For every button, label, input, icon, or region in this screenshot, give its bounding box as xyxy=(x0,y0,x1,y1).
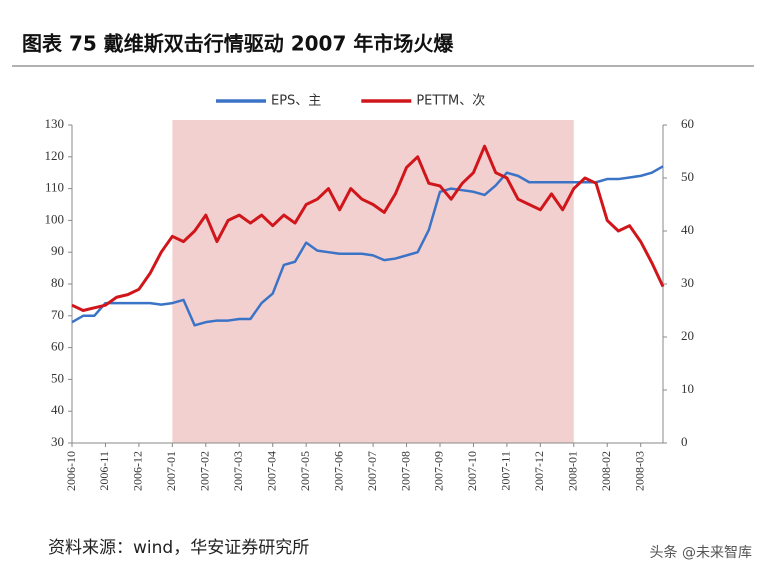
x-tick-label: 2007-09 xyxy=(432,451,446,491)
x-tick-label: 2006-10 xyxy=(64,451,78,491)
x-tick-label: 2007-10 xyxy=(465,451,479,491)
watermark: 头条 @未来智库 xyxy=(650,544,752,561)
y2-tick-label: 40 xyxy=(681,222,694,237)
x-tick-label: 2008-03 xyxy=(632,451,646,491)
source-note: 资料来源：wind，华安证券研究所 xyxy=(48,538,309,558)
y-tick-label: 120 xyxy=(45,148,65,163)
x-tick-label: 2006-11 xyxy=(97,451,111,491)
y-tick-label: 100 xyxy=(45,211,65,226)
x-tick-label: 2006-12 xyxy=(131,451,145,491)
series-line xyxy=(71,165,664,327)
y-tick-label: 90 xyxy=(51,243,64,258)
x-tick-label: 2007-06 xyxy=(331,451,345,491)
y2-tick-label: 20 xyxy=(681,328,694,343)
x-tick-label: 2007-02 xyxy=(198,451,212,491)
x-tick-label: 2007-05 xyxy=(298,451,312,491)
x-tick-label: 2008-01 xyxy=(566,451,580,491)
y-tick-label: 130 xyxy=(45,116,65,131)
y-tick-label: 60 xyxy=(51,339,64,354)
x-tick-label: 2007-08 xyxy=(398,451,412,491)
x-tick-label: 2008-02 xyxy=(599,451,613,491)
y-tick-label: 40 xyxy=(51,402,64,417)
y-tick-label: 50 xyxy=(51,370,64,385)
y2-tick-label: 30 xyxy=(681,275,694,290)
x-tick-label: 2007-12 xyxy=(532,451,546,491)
x-tick-label: 2007-01 xyxy=(164,451,178,491)
highlight-band xyxy=(172,120,574,443)
y2-tick-label: 60 xyxy=(681,116,694,131)
y-tick-label: 30 xyxy=(51,434,64,449)
y-tick-label: 70 xyxy=(51,307,64,322)
y-tick-label: 80 xyxy=(51,275,64,290)
y2-tick-label: 50 xyxy=(681,169,694,184)
x-tick-label: 2007-07 xyxy=(365,451,379,491)
series-line xyxy=(71,144,665,312)
y-tick-label: 110 xyxy=(45,180,64,195)
x-tick-label: 2007-03 xyxy=(231,451,245,491)
x-tick-label: 2007-11 xyxy=(499,451,513,491)
legend-label: PETTM、次 xyxy=(416,93,485,109)
chart-title: 图表 75 戴维斯双击行情驱动 2007 年市场火爆 xyxy=(22,32,454,56)
y2-tick-label: 0 xyxy=(681,434,688,449)
legend-label: EPS、主 xyxy=(271,94,321,109)
y2-tick-label: 10 xyxy=(681,381,694,396)
x-tick-label: 2007-04 xyxy=(264,451,278,491)
